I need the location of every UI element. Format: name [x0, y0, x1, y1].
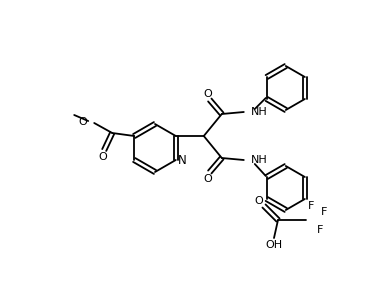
Text: O: O	[99, 152, 107, 162]
Text: O: O	[78, 117, 87, 127]
Text: NH: NH	[251, 155, 268, 165]
Text: F: F	[317, 225, 323, 235]
Text: F: F	[321, 207, 327, 217]
Text: F: F	[308, 201, 314, 211]
Text: O: O	[255, 196, 263, 206]
Text: O: O	[204, 89, 212, 99]
Text: OH: OH	[265, 240, 283, 250]
Text: O: O	[204, 174, 212, 184]
Text: N: N	[178, 154, 187, 168]
Text: NH: NH	[251, 107, 268, 117]
